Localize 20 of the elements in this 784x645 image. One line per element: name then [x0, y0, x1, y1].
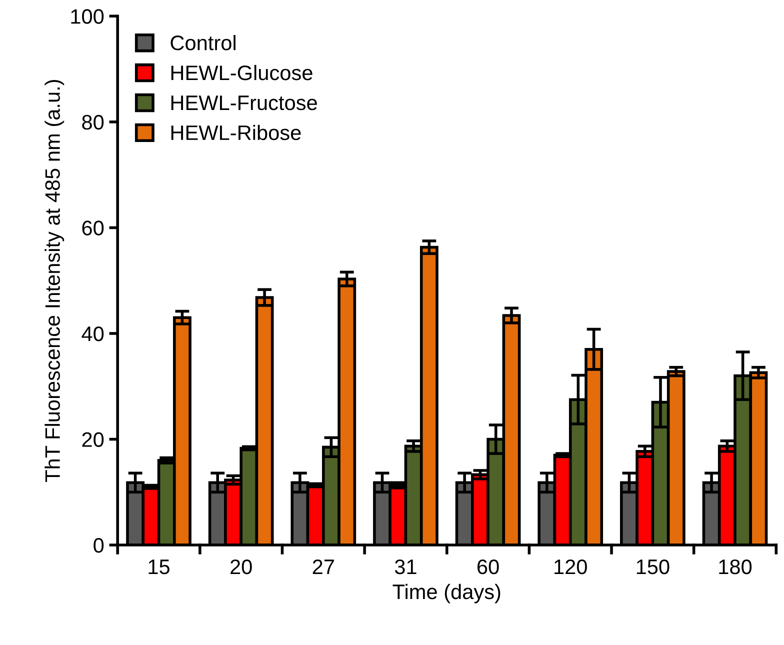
x-tick-label: 180 — [719, 559, 752, 574]
legend-label: HEWL-Ribose — [171, 124, 301, 140]
legend-label: HEWL-Glucose — [171, 64, 312, 80]
x-tick-label: 31 — [394, 559, 416, 574]
x-tick-label: 150 — [636, 559, 670, 574]
y-tick-label: 60 — [82, 220, 104, 236]
y-tick-label: 0 — [94, 538, 104, 553]
y-tick-label: 100 — [71, 9, 104, 24]
y-tick-label: 20 — [82, 432, 104, 447]
legend-label: Control — [170, 34, 236, 50]
x-tick-label: 120 — [554, 559, 587, 574]
x-tick-label: 15 — [148, 560, 170, 574]
x-tick-label: 27 — [312, 559, 334, 574]
legend-label: HEWL-Fructose — [171, 96, 317, 110]
x-tick-label: 60 — [478, 559, 499, 574]
y-tick-label: 80 — [82, 114, 104, 130]
y-axis-title: ThT Fluorescence Intensity at 485 nm (a.u.) — [44, 80, 64, 482]
x-axis-title: Time (days) — [392, 584, 500, 604]
x-tick-label: 20 — [230, 559, 252, 574]
y-tick-label: 40 — [82, 326, 104, 342]
